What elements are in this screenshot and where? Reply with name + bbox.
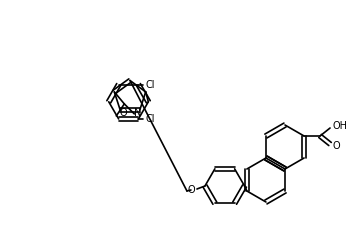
Text: Cl: Cl <box>145 114 155 124</box>
Text: Cl: Cl <box>145 80 155 90</box>
Text: O: O <box>187 185 195 195</box>
Text: O: O <box>332 141 340 151</box>
Text: OH: OH <box>332 121 347 131</box>
Text: N: N <box>134 108 141 118</box>
Text: O: O <box>120 108 127 118</box>
